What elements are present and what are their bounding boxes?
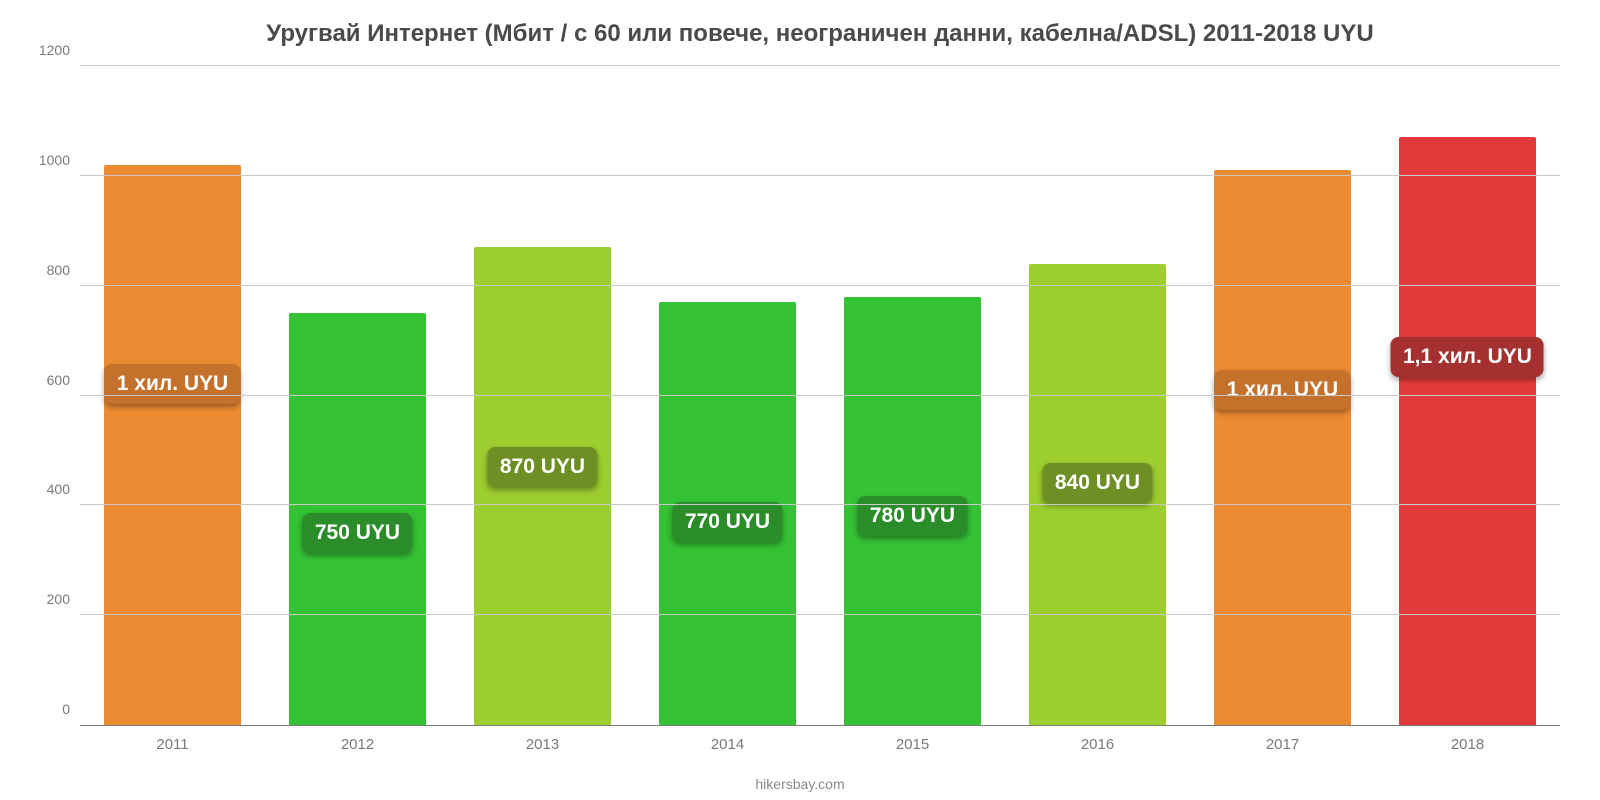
- x-tick-label: 2012: [265, 736, 450, 753]
- value-label: 780 UYU: [858, 496, 967, 536]
- y-tick-label: 1000: [39, 152, 80, 168]
- y-tick-label: 1200: [39, 42, 80, 58]
- bar-slot: 1,1 хил. UYU: [1375, 66, 1560, 725]
- bar-slot: 750 UYU: [265, 66, 450, 725]
- y-tick-label: 200: [47, 591, 80, 607]
- bar: 1,1 хил. UYU: [1399, 137, 1536, 725]
- bar: 1 хил. UYU: [1214, 170, 1351, 725]
- bar: 780 UYU: [844, 297, 981, 725]
- bar-slot: 780 UYU: [820, 66, 1005, 725]
- plot-area: 1 хил. UYU 750 UYU 870 UYU 770 UYU 780 UYU 84…: [80, 66, 1560, 726]
- x-tick-label: 2011: [80, 736, 265, 753]
- grid-line: [80, 285, 1560, 286]
- value-label: 1 хил. UYU: [1215, 370, 1350, 410]
- grid-line: [80, 395, 1560, 396]
- chart-container: Уругвай Интернет (Мбит / с 60 или повече…: [0, 0, 1600, 800]
- bars-group: 1 хил. UYU 750 UYU 870 UYU 770 UYU 780 UYU 84…: [80, 66, 1560, 725]
- bar-slot: 870 UYU: [450, 66, 635, 725]
- y-tick-label: 600: [47, 372, 80, 388]
- bar: 750 UYU: [289, 313, 426, 725]
- bar-slot: 1 хил. UYU: [1190, 66, 1375, 725]
- y-tick-label: 800: [47, 262, 80, 278]
- x-tick-label: 2016: [1005, 736, 1190, 753]
- x-axis: 20112012201320142015201620172018: [80, 736, 1560, 753]
- value-label: 870 UYU: [488, 447, 597, 487]
- bar: 1 хил. UYU: [104, 165, 241, 725]
- value-label: 1,1 хил. UYU: [1391, 337, 1544, 377]
- value-label: 770 UYU: [673, 502, 782, 542]
- x-tick-label: 2018: [1375, 736, 1560, 753]
- bar-slot: 840 UYU: [1005, 66, 1190, 725]
- grid-line: [80, 614, 1560, 615]
- value-label: 750 UYU: [303, 513, 412, 553]
- bar: 870 UYU: [474, 247, 611, 725]
- y-tick-label: 0: [62, 701, 80, 717]
- chart-title: Уругвай Интернет (Мбит / с 60 или повече…: [80, 20, 1560, 48]
- grid-line: [80, 175, 1560, 176]
- x-tick-label: 2015: [820, 736, 1005, 753]
- bar-slot: 1 хил. UYU: [80, 66, 265, 725]
- y-tick-label: 400: [47, 481, 80, 497]
- grid-line: [80, 504, 1560, 505]
- bar-slot: 770 UYU: [635, 66, 820, 725]
- watermark: hikersbay.com: [755, 776, 844, 792]
- grid-line: [80, 65, 1560, 66]
- bar: 770 UYU: [659, 302, 796, 725]
- value-label: 840 UYU: [1043, 463, 1152, 503]
- value-label: 1 хил. UYU: [105, 364, 240, 404]
- x-tick-label: 2013: [450, 736, 635, 753]
- bar: 840 UYU: [1029, 264, 1166, 725]
- x-tick-label: 2014: [635, 736, 820, 753]
- x-tick-label: 2017: [1190, 736, 1375, 753]
